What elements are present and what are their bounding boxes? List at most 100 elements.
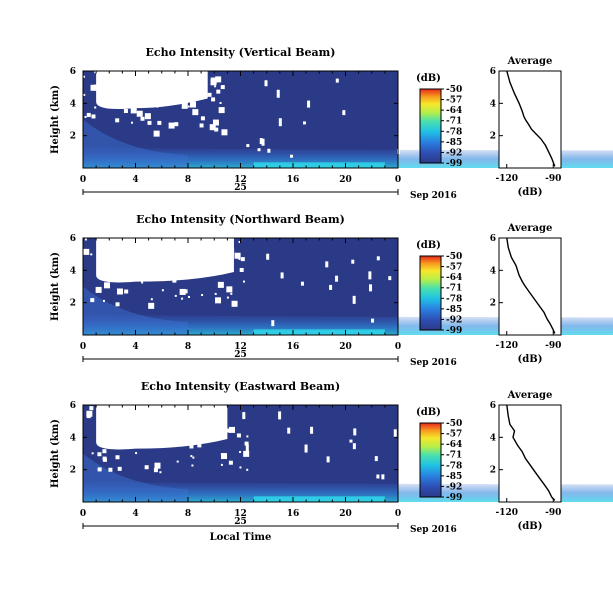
no-data-speckle — [111, 92, 114, 95]
no-data-speckle — [130, 107, 137, 114]
x-tick-label: 12 — [234, 342, 247, 352]
no-data-speckle — [154, 271, 161, 278]
no-data-speckle — [124, 245, 131, 252]
no-data-speckle — [164, 266, 171, 273]
colorbar — [419, 88, 442, 164]
no-data-speckle — [198, 406, 205, 413]
no-data-speckle — [115, 455, 120, 460]
panel-title: Echo Intensity (Northward Beam) — [136, 213, 345, 226]
colorbar-tick-label: -50 — [446, 419, 462, 429]
no-data-speckle — [239, 450, 242, 453]
no-data-speckle — [182, 77, 185, 80]
avg-y-tick-label: 2 — [490, 299, 496, 309]
no-data-speckle — [103, 299, 106, 302]
no-data-speckle — [111, 254, 118, 261]
no-data-speckle — [179, 288, 186, 295]
no-data-speckle — [209, 426, 214, 431]
colorbar-unit: (dB) — [416, 407, 441, 418]
no-data-speckle — [158, 416, 165, 423]
no-data-speckle — [133, 430, 138, 435]
no-data-speckle — [170, 419, 173, 422]
no-data-speckle — [376, 474, 380, 479]
no-data-speckle — [261, 138, 265, 146]
no-data-speckle — [115, 118, 120, 123]
date-day-label: 25 — [234, 183, 247, 193]
no-data-speckle — [231, 247, 234, 250]
average-title: Average — [507, 390, 553, 401]
no-data-speckle — [230, 292, 233, 295]
no-data-speckle — [214, 127, 219, 132]
x-tick-label: 20 — [339, 342, 352, 352]
no-data-speckle — [226, 428, 231, 433]
no-data-speckle — [136, 77, 139, 80]
no-data-speckle — [381, 474, 385, 480]
no-data-speckle — [161, 289, 164, 292]
y-tick-label: 2 — [70, 466, 76, 476]
no-data-speckle — [214, 85, 217, 88]
y-tick-label: 2 — [70, 132, 76, 142]
no-data-speckle — [191, 464, 194, 467]
no-data-speckle — [349, 439, 353, 443]
no-data-speckle — [140, 116, 145, 121]
panel-2: Echo Intensity (Northward Beam) 2 4 6 Height… — [50, 213, 613, 368]
no-data-speckle — [267, 148, 271, 153]
date-day-label: 25 — [234, 517, 247, 527]
x-tick-label: 16 — [287, 175, 300, 185]
no-data-speckle — [228, 460, 233, 465]
no-data-speckle — [183, 289, 188, 294]
x-tick-label: 8 — [185, 509, 191, 519]
no-data-speckle — [242, 258, 245, 261]
no-data-speckle — [194, 271, 201, 278]
no-data-speckle — [83, 93, 86, 96]
no-data-speckle — [104, 282, 111, 289]
date-day-label: 25 — [234, 350, 247, 360]
no-data-speckle — [149, 244, 156, 251]
no-data-speckle — [231, 300, 238, 307]
x-tick-label: 0 — [395, 342, 401, 352]
no-data-speckle — [117, 78, 120, 81]
no-data-speckle — [100, 243, 107, 250]
average-profile-line — [506, 70, 556, 167]
no-data-speckle — [192, 109, 199, 116]
no-data-speckle — [185, 421, 188, 424]
no-data-speckle — [246, 468, 249, 471]
no-data-speckle — [353, 428, 357, 436]
no-data-speckle — [174, 294, 177, 297]
no-data-speckle — [276, 89, 280, 98]
no-data-speckle — [280, 272, 284, 279]
no-data-speckle — [154, 247, 161, 254]
colorbar — [419, 255, 442, 331]
x-tick-label: 0 — [395, 175, 401, 185]
no-data-speckle — [83, 248, 90, 255]
no-data-speckle — [94, 71, 97, 74]
no-data-speckle — [171, 417, 176, 422]
no-data-speckle — [216, 89, 221, 94]
y-tick-label: 4 — [70, 266, 76, 276]
y-tick-label: 6 — [70, 67, 76, 77]
no-data-speckle — [215, 297, 222, 304]
no-data-speckle — [234, 252, 241, 259]
y-tick-label: 4 — [70, 433, 76, 443]
no-data-speckle — [133, 414, 140, 421]
colorbar-tick-label: -71 — [446, 451, 462, 461]
x-tick-label: 0 — [80, 509, 86, 519]
average-frame — [498, 404, 562, 503]
colorbar-tick-label: -64 — [446, 440, 462, 450]
no-data-speckle — [351, 259, 355, 264]
colorbar-tick-label: -92 — [446, 482, 462, 492]
no-data-speckle — [368, 271, 372, 280]
average-frame — [498, 70, 562, 169]
avg-x-axis-label: (dB) — [518, 354, 543, 365]
no-data-speckle — [257, 148, 261, 152]
no-data-speckle — [190, 101, 197, 108]
y-tick-label: 6 — [70, 401, 76, 411]
colorbar-tick-label: -78 — [446, 294, 462, 304]
avg-x-axis-label: (dB) — [518, 521, 543, 532]
no-data-speckle — [352, 443, 356, 450]
no-data-speckle — [86, 410, 93, 417]
colorbar-tick-label: -85 — [446, 138, 462, 148]
no-data-speckle — [225, 240, 228, 243]
no-data-speckle — [246, 435, 249, 438]
colorbar-tick-label: -85 — [446, 472, 462, 482]
no-data-speckle — [117, 91, 122, 96]
